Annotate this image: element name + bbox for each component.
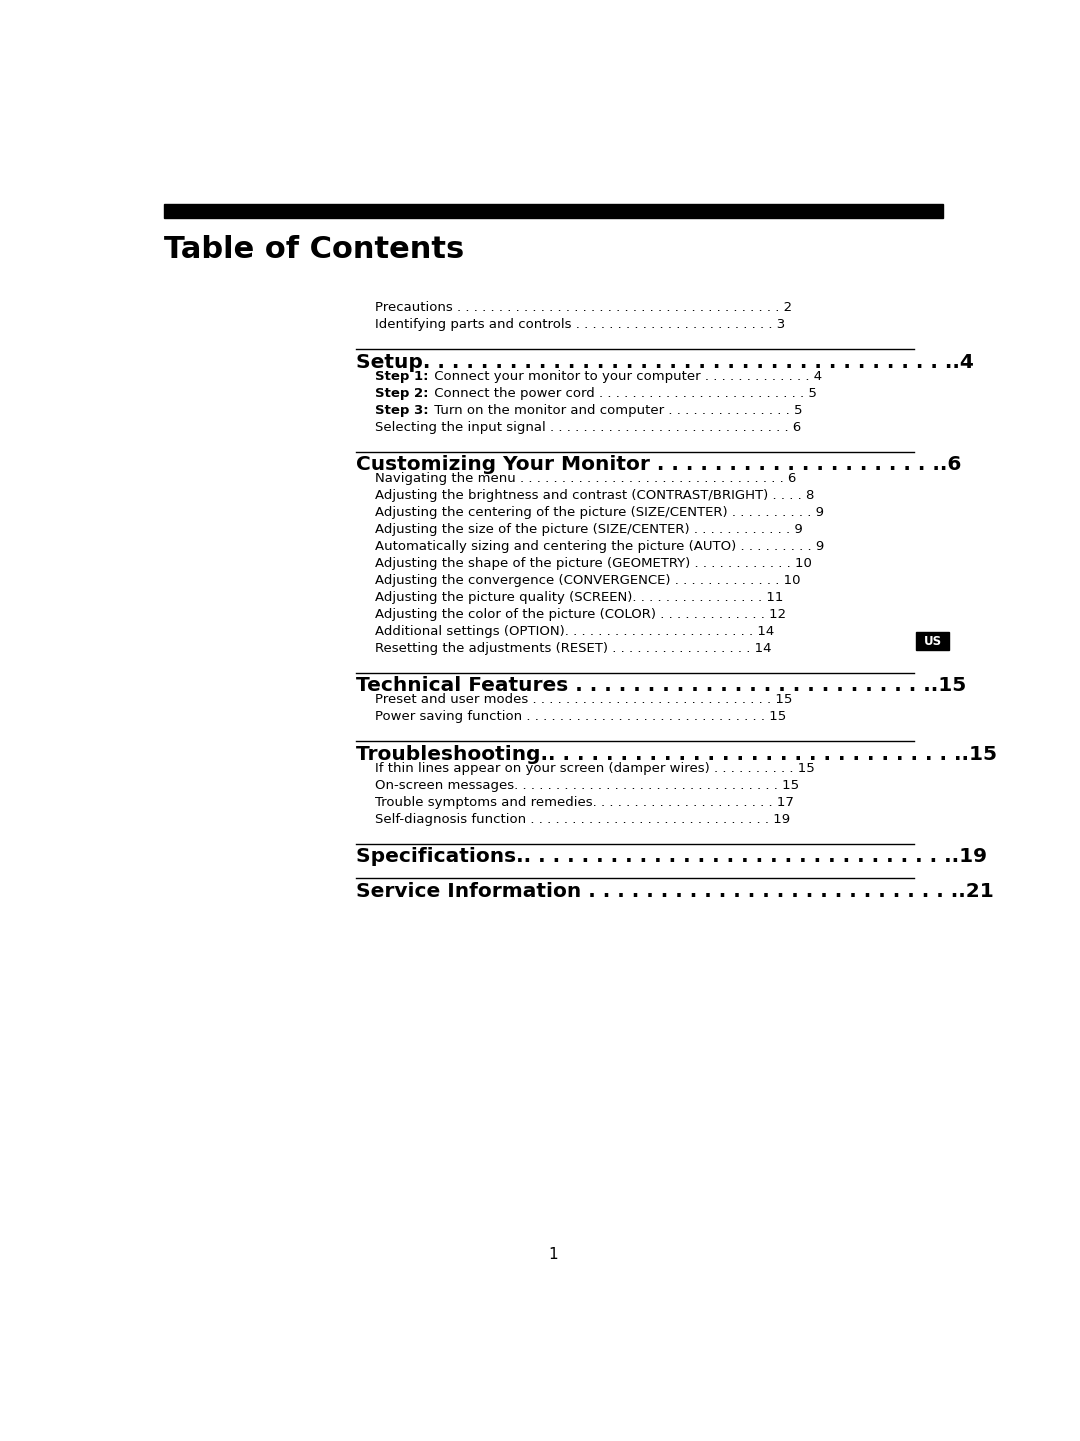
Text: Additional settings (OPTION). . . . . . . . . . . . . . . . . . . . . . . 14: Additional settings (OPTION). . . . . . …	[375, 624, 774, 638]
Text: Trouble symptoms and remedies. . . . . . . . . . . . . . . . . . . . . . 17: Trouble symptoms and remedies. . . . . .…	[375, 795, 794, 808]
Text: 1: 1	[549, 1248, 558, 1262]
Text: Adjusting the centering of the picture (SIZE/CENTER) . . . . . . . . . . 9: Adjusting the centering of the picture (…	[375, 506, 824, 519]
Text: Identifying parts and controls . . . . . . . . . . . . . . . . . . . . . . . . 3: Identifying parts and controls . . . . .…	[375, 318, 785, 331]
Text: Connect the power cord . . . . . . . . . . . . . . . . . . . . . . . . . 5: Connect the power cord . . . . . . . . .…	[430, 386, 818, 399]
Text: Setup. . . . . . . . . . . . . . . . . . . . . . . . . . . . . . . . . . . . ..4: Setup. . . . . . . . . . . . . . . . . .…	[356, 353, 974, 372]
Text: Power saving function . . . . . . . . . . . . . . . . . . . . . . . . . . . . . : Power saving function . . . . . . . . . …	[375, 710, 786, 723]
Text: Turn on the monitor and computer . . . . . . . . . . . . . . . 5: Turn on the monitor and computer . . . .…	[431, 403, 802, 416]
Text: Connect your monitor to your computer . . . . . . . . . . . . . 4: Connect your monitor to your computer . …	[430, 370, 823, 383]
Text: Adjusting the convergence (CONVERGENCE) . . . . . . . . . . . . . 10: Adjusting the convergence (CONVERGENCE) …	[375, 574, 800, 586]
Text: Precautions . . . . . . . . . . . . . . . . . . . . . . . . . . . . . . . . . . : Precautions . . . . . . . . . . . . . . …	[375, 301, 793, 314]
Text: Technical Features . . . . . . . . . . . . . . . . . . . . . . . . ..15: Technical Features . . . . . . . . . . .…	[356, 676, 967, 696]
Text: Troubleshooting.. . . . . . . . . . . . . . . . . . . . . . . . . . . . ..15: Troubleshooting.. . . . . . . . . . . . …	[356, 745, 997, 764]
Text: Service Information . . . . . . . . . . . . . . . . . . . . . . . . . ..21: Service Information . . . . . . . . . . …	[356, 882, 994, 901]
Text: On-screen messages. . . . . . . . . . . . . . . . . . . . . . . . . . . . . . . : On-screen messages. . . . . . . . . . . …	[375, 778, 799, 791]
Text: Step 3:: Step 3:	[375, 403, 429, 416]
Text: Adjusting the color of the picture (COLOR) . . . . . . . . . . . . . 12: Adjusting the color of the picture (COLO…	[375, 608, 786, 621]
Text: Adjusting the picture quality (SCREEN). . . . . . . . . . . . . . . . 11: Adjusting the picture quality (SCREEN). …	[375, 591, 784, 604]
Text: Adjusting the size of the picture (SIZE/CENTER) . . . . . . . . . . . . 9: Adjusting the size of the picture (SIZE/…	[375, 523, 804, 536]
Bar	[164, 203, 943, 218]
Text: Customizing Your Monitor . . . . . . . . . . . . . . . . . . . ..6: Customizing Your Monitor . . . . . . . .…	[356, 455, 961, 474]
Text: Table of Contents: Table of Contents	[164, 235, 464, 264]
Text: Selecting the input signal . . . . . . . . . . . . . . . . . . . . . . . . . . .: Selecting the input signal . . . . . . .…	[375, 421, 801, 434]
Text: Preset and user modes . . . . . . . . . . . . . . . . . . . . . . . . . . . . . : Preset and user modes . . . . . . . . . …	[375, 693, 793, 706]
Text: Self-diagnosis function . . . . . . . . . . . . . . . . . . . . . . . . . . . . : Self-diagnosis function . . . . . . . . …	[375, 813, 791, 826]
Text: Automatically sizing and centering the picture (AUTO) . . . . . . . . . 9: Automatically sizing and centering the p…	[375, 540, 824, 553]
Text: Specifications.. . . . . . . . . . . . . . . . . . . . . . . . . . . . . ..19: Specifications.. . . . . . . . . . . . .…	[356, 847, 987, 866]
Text: Resetting the adjustments (RESET) . . . . . . . . . . . . . . . . . 14: Resetting the adjustments (RESET) . . . …	[375, 641, 772, 654]
Text: Adjusting the brightness and contrast (CONTRAST/BRIGHT) . . . . 8: Adjusting the brightness and contrast (C…	[375, 488, 814, 501]
Text: Navigating the menu . . . . . . . . . . . . . . . . . . . . . . . . . . . . . . : Navigating the menu . . . . . . . . . . …	[375, 473, 797, 486]
Bar	[916, 631, 948, 650]
Text: US: US	[923, 634, 942, 647]
Text: If thin lines appear on your screen (damper wires) . . . . . . . . . . 15: If thin lines appear on your screen (dam…	[375, 762, 815, 775]
Text: Adjusting the shape of the picture (GEOMETRY) . . . . . . . . . . . . 10: Adjusting the shape of the picture (GEOM…	[375, 556, 812, 569]
Text: Step 2:: Step 2:	[375, 386, 429, 399]
Text: Step 1:: Step 1:	[375, 370, 429, 383]
